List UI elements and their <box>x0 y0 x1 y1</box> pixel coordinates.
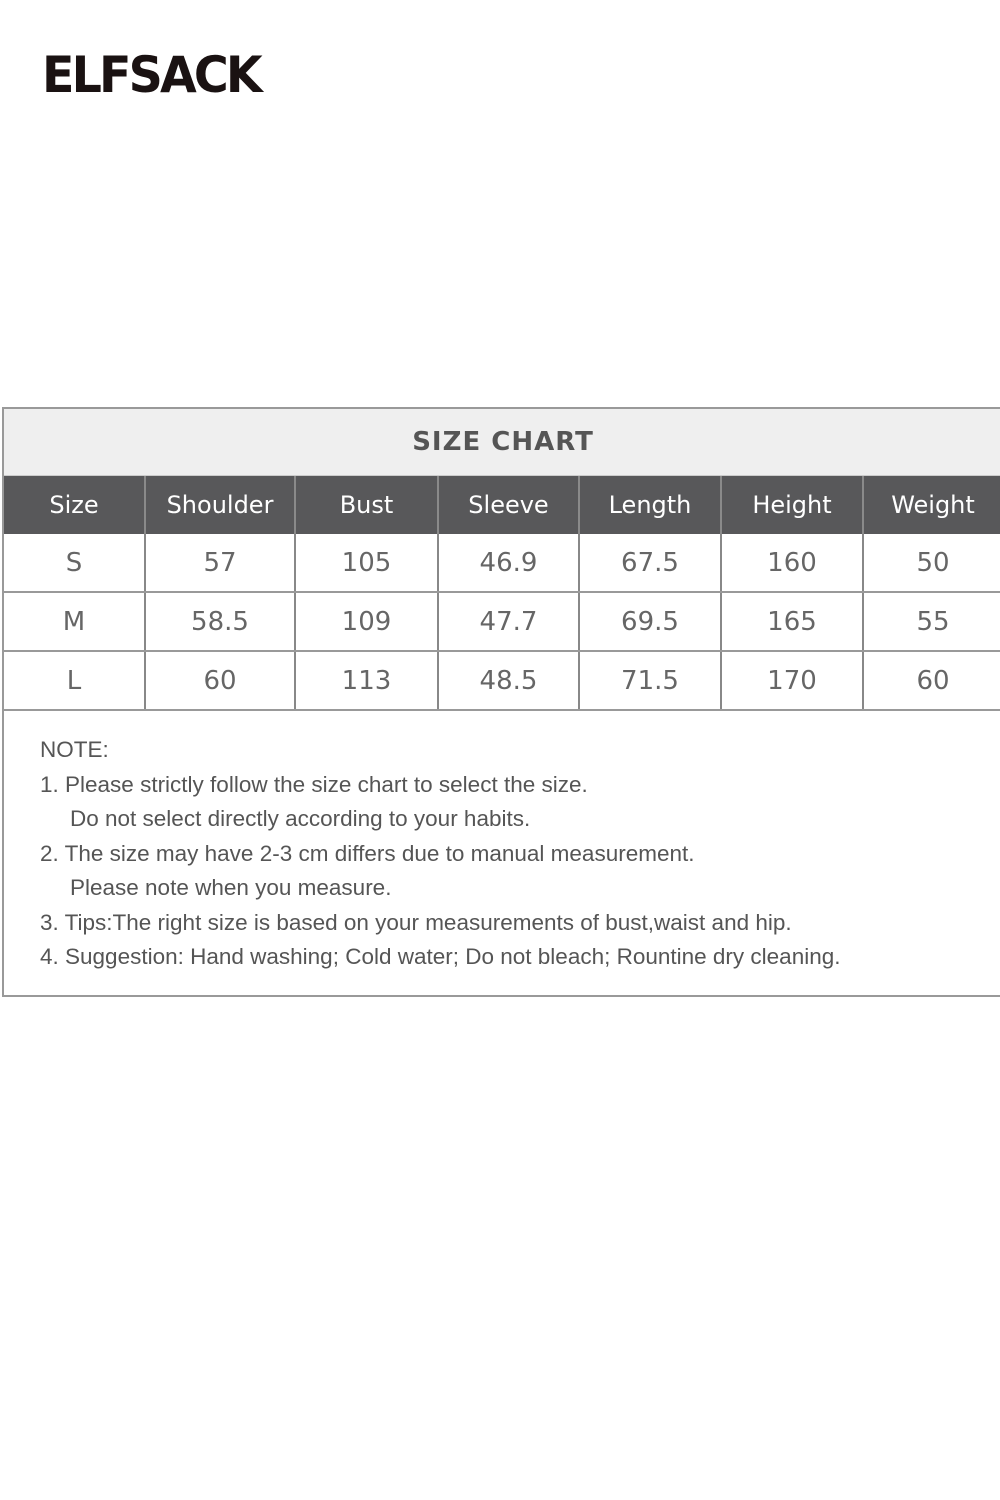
brand-logo: ELFSACK <box>42 46 263 104</box>
note-line: 3. Tips:The right size is based on your … <box>40 909 792 935</box>
column-header: Size <box>4 476 146 534</box>
note-line: 2. The size may have 2-3 cm differs due … <box>40 840 695 866</box>
table-cell: 160 <box>721 534 864 593</box>
notes-heading: NOTE: <box>40 737 109 762</box>
table-cell: 50 <box>863 534 1000 593</box>
table-cell: 46.9 <box>438 534 580 593</box>
table-cell: 170 <box>721 651 864 711</box>
table-cell: L <box>4 651 146 711</box>
size-chart: SIZE CHART Size Shoulder Bust Sleeve Len… <box>2 407 1000 997</box>
table-cell: 165 <box>721 592 864 652</box>
column-header: Weight <box>863 476 1000 534</box>
size-chart-title: SIZE CHART <box>4 409 1000 476</box>
table-cell: 113 <box>295 651 439 711</box>
size-table: Size Shoulder Bust Sleeve Length Height … <box>4 476 1000 711</box>
table-cell: M <box>4 592 146 652</box>
table-cell: S <box>4 534 146 593</box>
table-cell: 47.7 <box>438 592 580 652</box>
table-cell: 58.5 <box>145 592 296 652</box>
note-line: 1. Please strictly follow the size chart… <box>40 771 588 797</box>
table-row: M 58.5 109 47.7 69.5 165 55 <box>4 592 1000 652</box>
table-cell: 48.5 <box>438 651 580 711</box>
table-row: S 57 105 46.9 67.5 160 50 <box>4 534 1000 593</box>
table-cell: 57 <box>145 534 296 593</box>
column-header: Bust <box>295 476 439 534</box>
table-cell: 60 <box>863 651 1000 711</box>
table-cell: 105 <box>295 534 439 593</box>
table-cell: 109 <box>295 592 439 652</box>
column-header: Length <box>579 476 722 534</box>
table-cell: 60 <box>145 651 296 711</box>
table-cell: 69.5 <box>579 592 722 652</box>
note-line: Please note when you measure. <box>70 875 392 900</box>
table-row: L 60 113 48.5 71.5 170 60 <box>4 651 1000 711</box>
table-cell: 67.5 <box>579 534 722 593</box>
note-line: Do not select directly according to your… <box>70 806 531 831</box>
note-line: 4. Suggestion: Hand washing; Cold water;… <box>40 944 841 969</box>
notes-section: NOTE: 1. Please strictly follow the size… <box>4 711 1000 975</box>
column-header: Height <box>721 476 864 534</box>
column-header: Shoulder <box>145 476 296 534</box>
column-header: Sleeve <box>438 476 580 534</box>
table-cell: 55 <box>863 592 1000 652</box>
table-cell: 71.5 <box>579 651 722 711</box>
table-header-row: Size Shoulder Bust Sleeve Length Height … <box>4 476 1000 534</box>
